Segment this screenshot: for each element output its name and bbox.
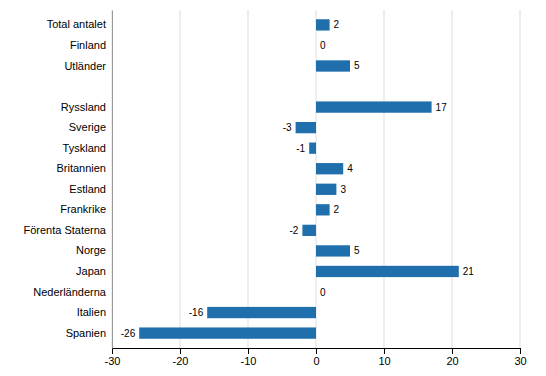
data-label: 4 [347,163,353,174]
data-label: 0 [320,287,326,298]
x-axis-line [113,349,521,355]
data-label: 17 [436,102,448,113]
grid-line [520,10,521,348]
y-tick-label: Ryssland [61,101,106,113]
x-tick-label: 0 [313,355,319,367]
grid-line [112,10,113,348]
y-tick-label: Finland [70,39,106,51]
data-label: 3 [340,184,346,195]
data-label: 0 [320,40,326,51]
y-tick: Sverige [69,121,112,133]
x-tick: -10 [241,348,257,367]
x-tick-mark [180,348,181,354]
y-tick: Ryssland [61,101,112,113]
bar [316,163,343,174]
y-tick: Norge [76,244,112,256]
data-label: -26 [121,328,136,339]
bar [316,101,432,112]
y-tick-label: Italien [77,306,106,318]
x-axis: -30 -20 -10 0 10 20 30 [105,348,527,367]
y-tick: Italien [77,306,112,318]
y-tick: Tyskland [63,142,112,154]
y-tick-label: Frankrike [60,203,106,215]
bar [316,286,317,297]
bar [316,266,459,277]
x-tick-mark [316,348,317,354]
y-tick-label: Nederländerna [33,286,107,298]
x-tick-label: 10 [378,355,390,367]
y-tick-label: Tyskland [63,142,106,154]
x-tick: 10 [378,348,390,367]
bar [207,307,316,318]
data-labels: -26-160215-2234-1-317502 [121,19,475,338]
y-tick-label: Förenta Staterna [23,224,106,236]
bar [139,327,316,338]
bar [316,40,317,51]
x-tick: -30 [105,348,121,367]
grid-line [452,10,453,348]
y-axis-line [112,11,113,349]
x-tick-label: 20 [446,355,458,367]
data-label: 2 [334,19,340,30]
x-tick-label: 30 [514,355,526,367]
x-tick-mark [520,348,521,354]
y-tick-label: Estland [69,183,106,195]
bar [302,225,316,236]
x-tick: -20 [173,348,189,367]
x-tick-label: -10 [241,355,257,367]
y-axis: Spanien Italien Nederländerna Japan Norge För… [23,11,112,349]
x-tick-label: -30 [105,355,121,367]
y-tick: Frankrike [60,203,112,215]
x-tick: 0 [313,348,319,367]
bar [316,204,330,215]
x-tick: 30 [514,348,526,367]
plot: -30-20-100102030SpanienItalienNederlände… [23,10,526,367]
y-tick: Finland [70,39,112,51]
y-tick: Japan [76,265,112,277]
data-label: 21 [463,266,475,277]
chart: -30-20-100102030SpanienItalienNederlände… [0,0,546,376]
y-tick-label: Britannien [56,162,106,174]
grid-line [248,10,249,348]
y-tick: Estland [69,183,112,195]
bar [316,245,350,256]
y-tick: Förenta Staterna [23,224,112,236]
grid-line [384,10,385,348]
y-tick: Total antalet [47,18,112,30]
data-label: -1 [296,143,305,154]
y-tick-label: Utländer [64,60,106,72]
y-tick-label: Sverige [69,121,106,133]
data-label: -2 [289,225,298,236]
y-tick-label: Japan [76,265,106,277]
x-tick-mark [248,348,249,354]
bar [309,143,316,154]
grid [112,10,520,348]
data-label: 5 [354,60,360,71]
bar [316,184,336,195]
x-tick-mark [384,348,385,354]
x-tick: 20 [446,348,458,367]
data-label: 2 [334,204,340,215]
bar [296,122,316,133]
y-tick: Nederländerna [33,286,112,298]
y-tick: Britannien [56,162,112,174]
bar [316,60,350,71]
data-label: -16 [189,307,204,318]
bars [139,19,459,339]
y-tick: Utländer [64,60,112,72]
grid-line [180,10,181,348]
y-tick: Spanien [66,327,112,339]
y-tick-label: Total antalet [47,18,106,30]
data-label: -3 [283,122,292,133]
y-tick-label: Norge [76,244,106,256]
data-label: 5 [354,245,360,256]
x-tick-label: -20 [173,355,189,367]
bar [316,19,330,30]
x-tick-mark [112,348,113,354]
y-tick-label: Spanien [66,327,106,339]
x-tick-mark [452,348,453,354]
